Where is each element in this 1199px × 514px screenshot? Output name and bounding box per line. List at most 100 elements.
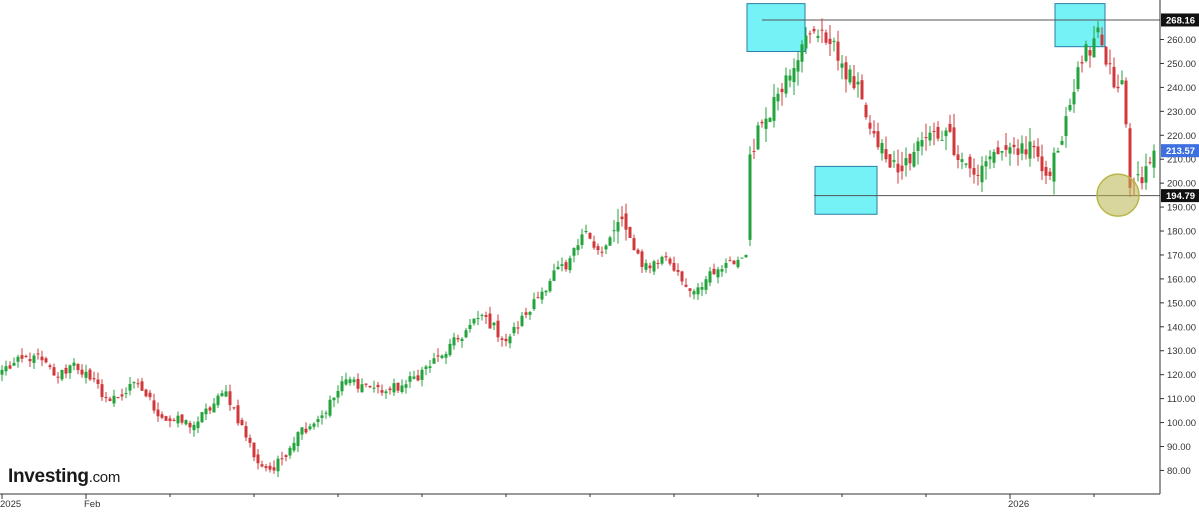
candle bbox=[84, 364, 88, 384]
candle-body bbox=[584, 231, 588, 233]
candle bbox=[920, 131, 924, 156]
candle bbox=[780, 83, 784, 106]
candle-body bbox=[392, 383, 396, 393]
candle-body bbox=[744, 254, 748, 258]
candle bbox=[1036, 138, 1040, 162]
candle-body bbox=[1088, 50, 1092, 56]
candle bbox=[1056, 147, 1060, 153]
candle-body bbox=[84, 371, 88, 378]
candle bbox=[36, 348, 40, 360]
candle bbox=[900, 151, 904, 180]
candle bbox=[252, 442, 256, 462]
candle-body bbox=[968, 156, 972, 169]
candle-body bbox=[1060, 140, 1064, 145]
candle bbox=[172, 418, 176, 422]
candle bbox=[232, 406, 236, 410]
x-tick-label: 2025 bbox=[0, 499, 21, 509]
candle bbox=[912, 143, 916, 168]
y-tick-label: 200.00 bbox=[1167, 179, 1196, 190]
resistance-price-tag-bg bbox=[1161, 13, 1199, 27]
candle bbox=[896, 149, 900, 184]
candle bbox=[864, 102, 868, 120]
candle-body bbox=[480, 314, 484, 316]
y-tick-label: 240.00 bbox=[1167, 83, 1196, 94]
candle-body bbox=[200, 412, 204, 423]
y-tick-label: 120.00 bbox=[1167, 370, 1196, 381]
candle-body bbox=[212, 403, 216, 413]
candle bbox=[316, 415, 320, 428]
candle-body bbox=[304, 428, 308, 433]
candle-body bbox=[904, 158, 908, 166]
candle-body bbox=[92, 378, 96, 380]
candle bbox=[88, 367, 92, 381]
candle bbox=[936, 121, 940, 142]
candle-body bbox=[644, 263, 648, 270]
candle bbox=[672, 256, 676, 272]
candle-body bbox=[768, 117, 772, 122]
candle-body bbox=[248, 437, 252, 443]
candle bbox=[684, 278, 688, 288]
candle bbox=[1016, 139, 1020, 166]
candle-body bbox=[508, 336, 512, 344]
candle-body bbox=[60, 369, 64, 380]
candle bbox=[792, 58, 796, 96]
candle bbox=[992, 149, 996, 169]
candle bbox=[96, 372, 100, 389]
candle-body bbox=[168, 418, 172, 422]
candle-body bbox=[708, 271, 712, 283]
candle bbox=[32, 353, 36, 370]
candle bbox=[980, 156, 984, 192]
candle bbox=[852, 64, 856, 90]
candle bbox=[916, 137, 920, 165]
candle bbox=[296, 431, 300, 452]
candle bbox=[320, 410, 324, 425]
candle-body bbox=[804, 35, 808, 49]
candle-body bbox=[808, 33, 812, 35]
candle bbox=[588, 232, 592, 240]
candle-body bbox=[1012, 144, 1016, 148]
candle bbox=[932, 122, 936, 146]
candle-body bbox=[928, 132, 932, 141]
candle-body bbox=[948, 123, 952, 132]
candle bbox=[512, 322, 516, 337]
candle-body bbox=[204, 408, 208, 415]
candle-body bbox=[860, 80, 864, 100]
candle bbox=[44, 356, 48, 364]
y-tick-label: 130.00 bbox=[1167, 346, 1196, 357]
candle-body bbox=[1104, 46, 1108, 65]
candle bbox=[840, 54, 844, 80]
candle bbox=[324, 410, 328, 419]
candle-body bbox=[512, 326, 516, 334]
candle bbox=[1124, 77, 1128, 128]
candle bbox=[1048, 168, 1052, 181]
candle bbox=[48, 363, 52, 370]
candle bbox=[668, 256, 672, 266]
candle bbox=[560, 257, 564, 272]
candle-body bbox=[56, 376, 60, 378]
candle bbox=[104, 391, 108, 403]
candle-body bbox=[384, 391, 388, 394]
brand-name: Investing bbox=[8, 466, 89, 487]
candle-body bbox=[24, 355, 28, 358]
candle-body bbox=[452, 337, 456, 346]
candle bbox=[516, 321, 520, 335]
candle bbox=[624, 203, 628, 241]
candle bbox=[692, 288, 696, 300]
candle bbox=[336, 385, 340, 404]
candle bbox=[1144, 153, 1148, 190]
candle-body bbox=[616, 222, 620, 232]
candle bbox=[984, 155, 988, 180]
candle bbox=[644, 259, 648, 273]
x-tick-label: 2026 bbox=[1008, 499, 1029, 509]
candle-body bbox=[692, 291, 696, 295]
candle-body bbox=[940, 139, 944, 141]
candle bbox=[112, 389, 116, 407]
candle bbox=[808, 30, 812, 44]
candle-body bbox=[1048, 171, 1052, 176]
candle-body bbox=[720, 269, 724, 272]
candle bbox=[564, 259, 568, 272]
candle-body bbox=[48, 365, 52, 368]
candle-body bbox=[552, 270, 556, 281]
